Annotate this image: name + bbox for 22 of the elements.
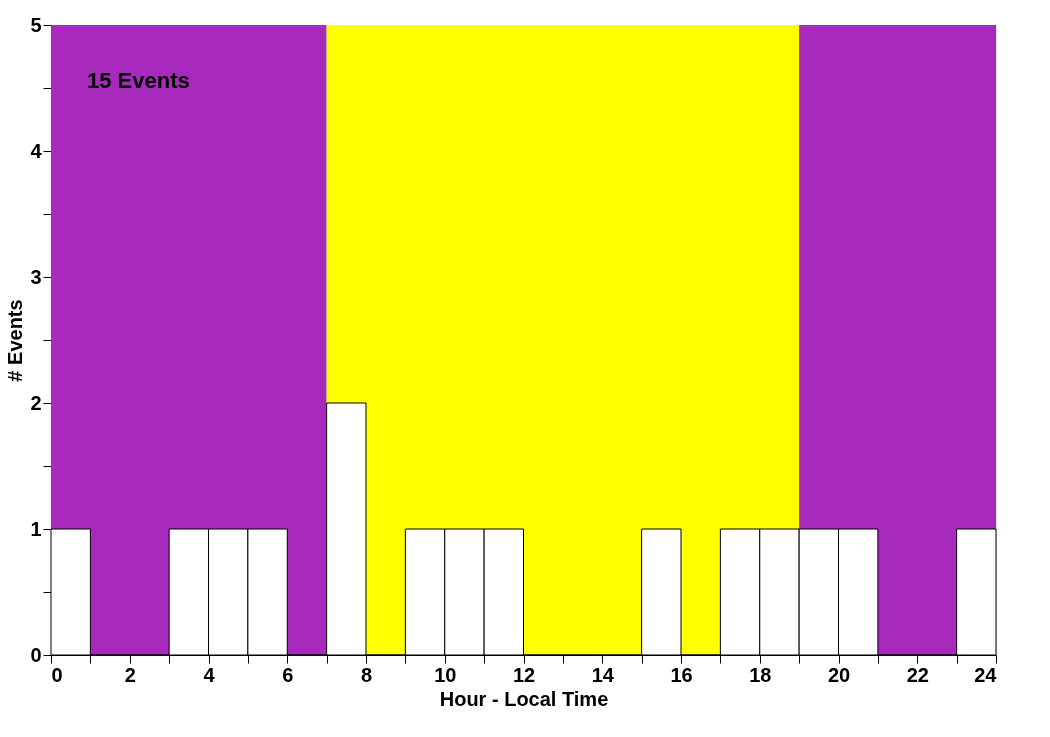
y-tick-label: 0: [30, 643, 42, 666]
x-tick-label: 16: [670, 663, 693, 686]
x-tick-label: 8: [360, 663, 373, 686]
x-tick-label: 6: [282, 663, 294, 686]
y-tick-label: 1: [30, 517, 42, 540]
x-tick-label: 14: [591, 663, 615, 686]
y-tick-label: 2: [30, 391, 42, 414]
x-tick-label: 24: [974, 663, 998, 686]
x-tick-label: 0: [51, 663, 63, 686]
x-tick-label: 18: [749, 663, 772, 686]
y-axis-title: # Events: [4, 299, 27, 382]
x-axis-title: Hour - Local Time: [439, 687, 609, 710]
y-tick-label: 5: [30, 13, 42, 36]
x-tick-label: 10: [434, 663, 457, 686]
y-tick-label: 4: [30, 139, 43, 162]
x-tick-label: 4: [203, 663, 216, 686]
x-tick-label: 2: [124, 663, 136, 686]
annotation: 15 Events: [87, 68, 190, 93]
x-tick-label: 12: [512, 663, 536, 686]
y-tick-label: 3: [30, 265, 42, 288]
x-tick-label: 22: [906, 663, 929, 686]
x-tick-label: 20: [827, 663, 851, 686]
